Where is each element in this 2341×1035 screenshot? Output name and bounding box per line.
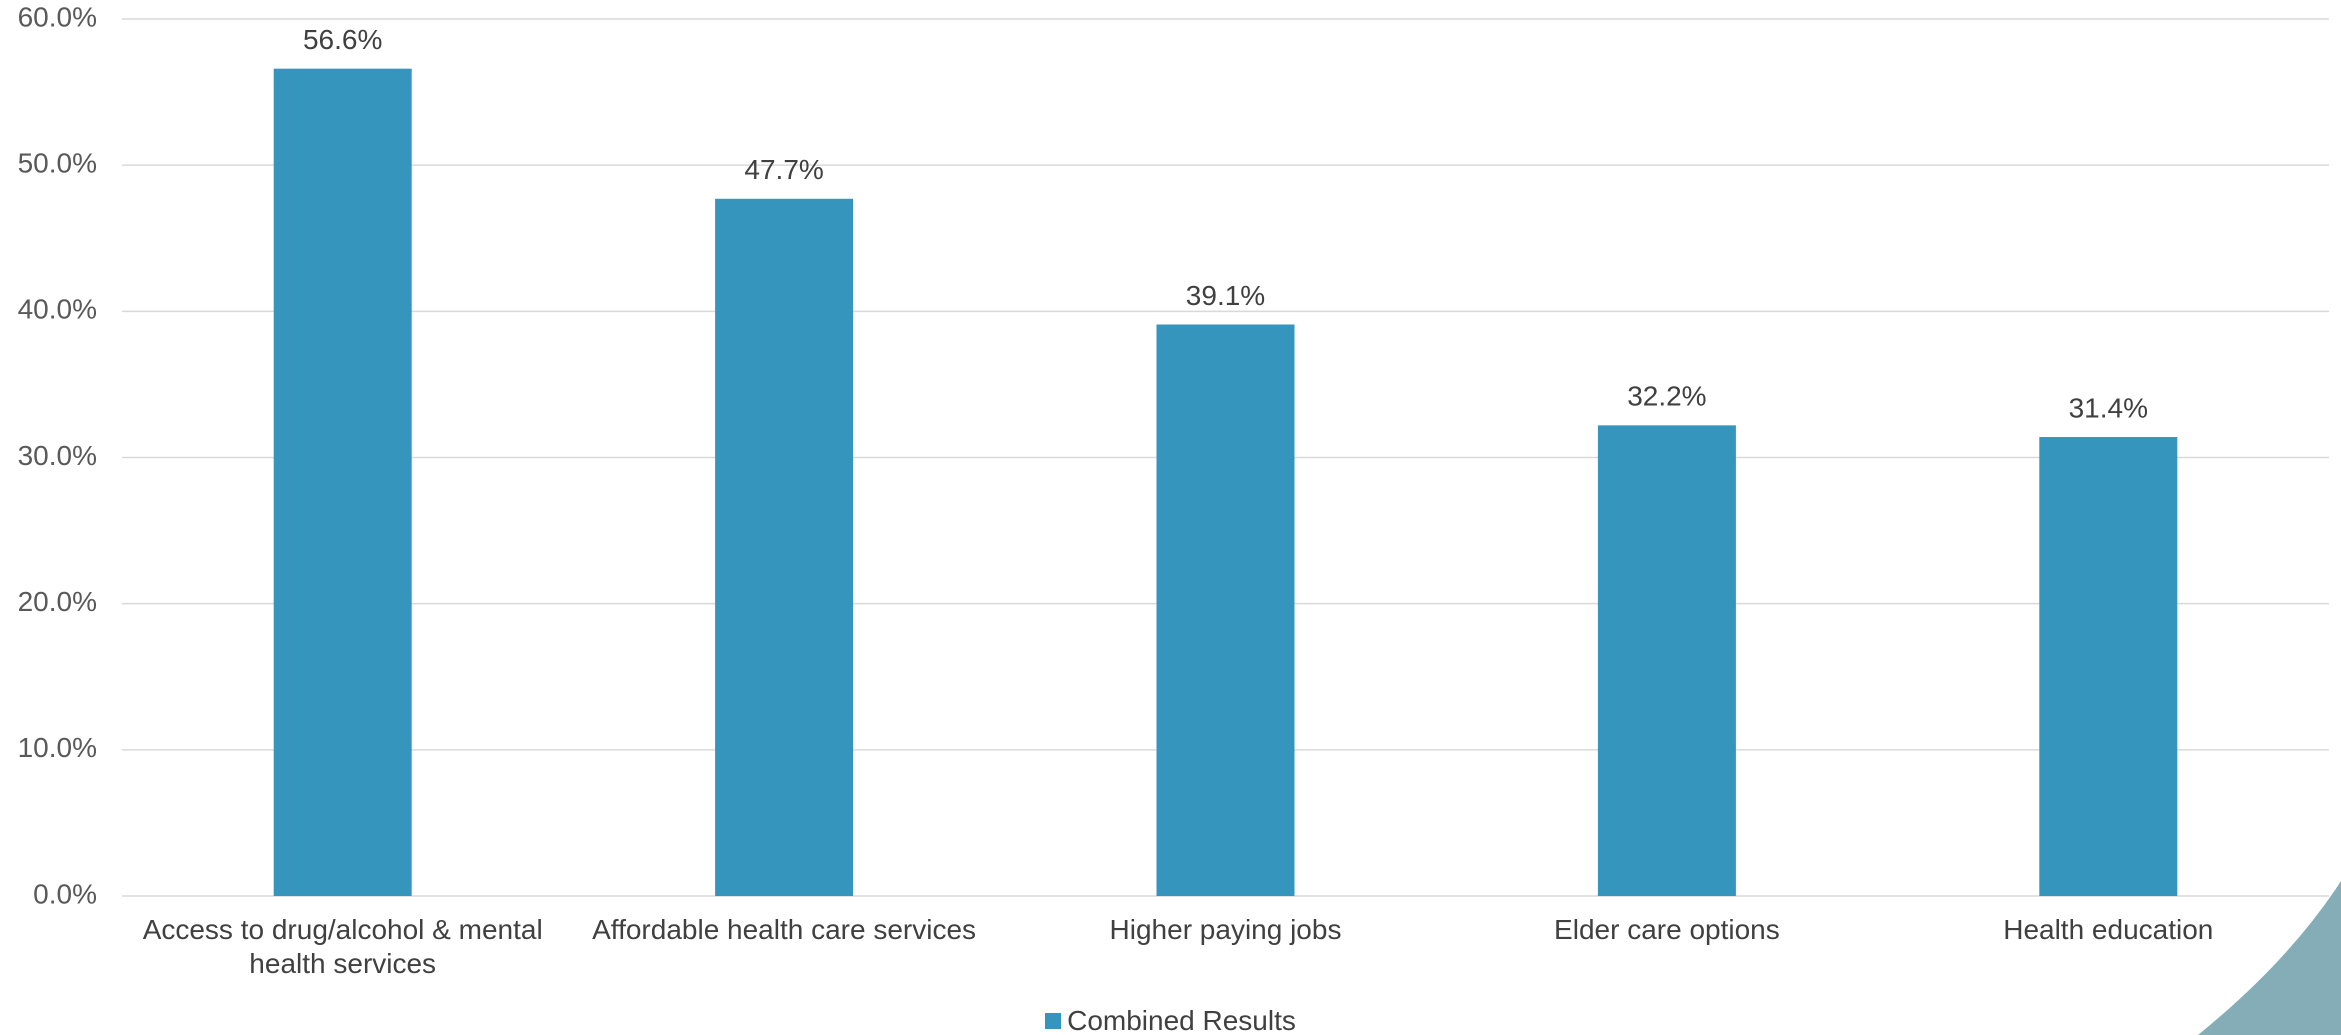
- y-tick-label: 30.0%: [18, 440, 97, 471]
- y-tick-label: 50.0%: [18, 148, 97, 179]
- decoration: [2198, 881, 2341, 1035]
- y-tick-label: 60.0%: [18, 1, 97, 32]
- data-label: 47.7%: [744, 154, 823, 185]
- data-label: 31.4%: [2069, 392, 2148, 423]
- data-label: 32.2%: [1627, 381, 1706, 412]
- legend-swatch: [1045, 1012, 1062, 1029]
- data-label: 56.6%: [303, 24, 382, 55]
- y-tick-label: 20.0%: [18, 586, 97, 617]
- x-tick-label: Elder care options: [1554, 914, 1780, 945]
- y-tick-label: 40.0%: [18, 294, 97, 325]
- bar: [715, 198, 854, 896]
- data-label: 39.1%: [1186, 280, 1265, 311]
- x-tick-label: Health education: [2003, 914, 2214, 945]
- bar: [1156, 324, 1295, 896]
- bar: [273, 68, 412, 897]
- y-tick-label: 10.0%: [18, 732, 97, 763]
- legend: Combined Results: [0, 1005, 2341, 1035]
- y-tick-label: 0.0%: [33, 878, 97, 909]
- bar: [1597, 425, 1736, 896]
- bar: [2039, 437, 2178, 896]
- x-tick-label: Access to drug/alcohol & mental health s…: [142, 914, 543, 979]
- x-tick-label: Higher paying jobs: [1109, 914, 1342, 945]
- x-tick-label: Affordable health care services: [592, 914, 977, 945]
- legend-label: Combined Results: [1067, 1005, 1296, 1035]
